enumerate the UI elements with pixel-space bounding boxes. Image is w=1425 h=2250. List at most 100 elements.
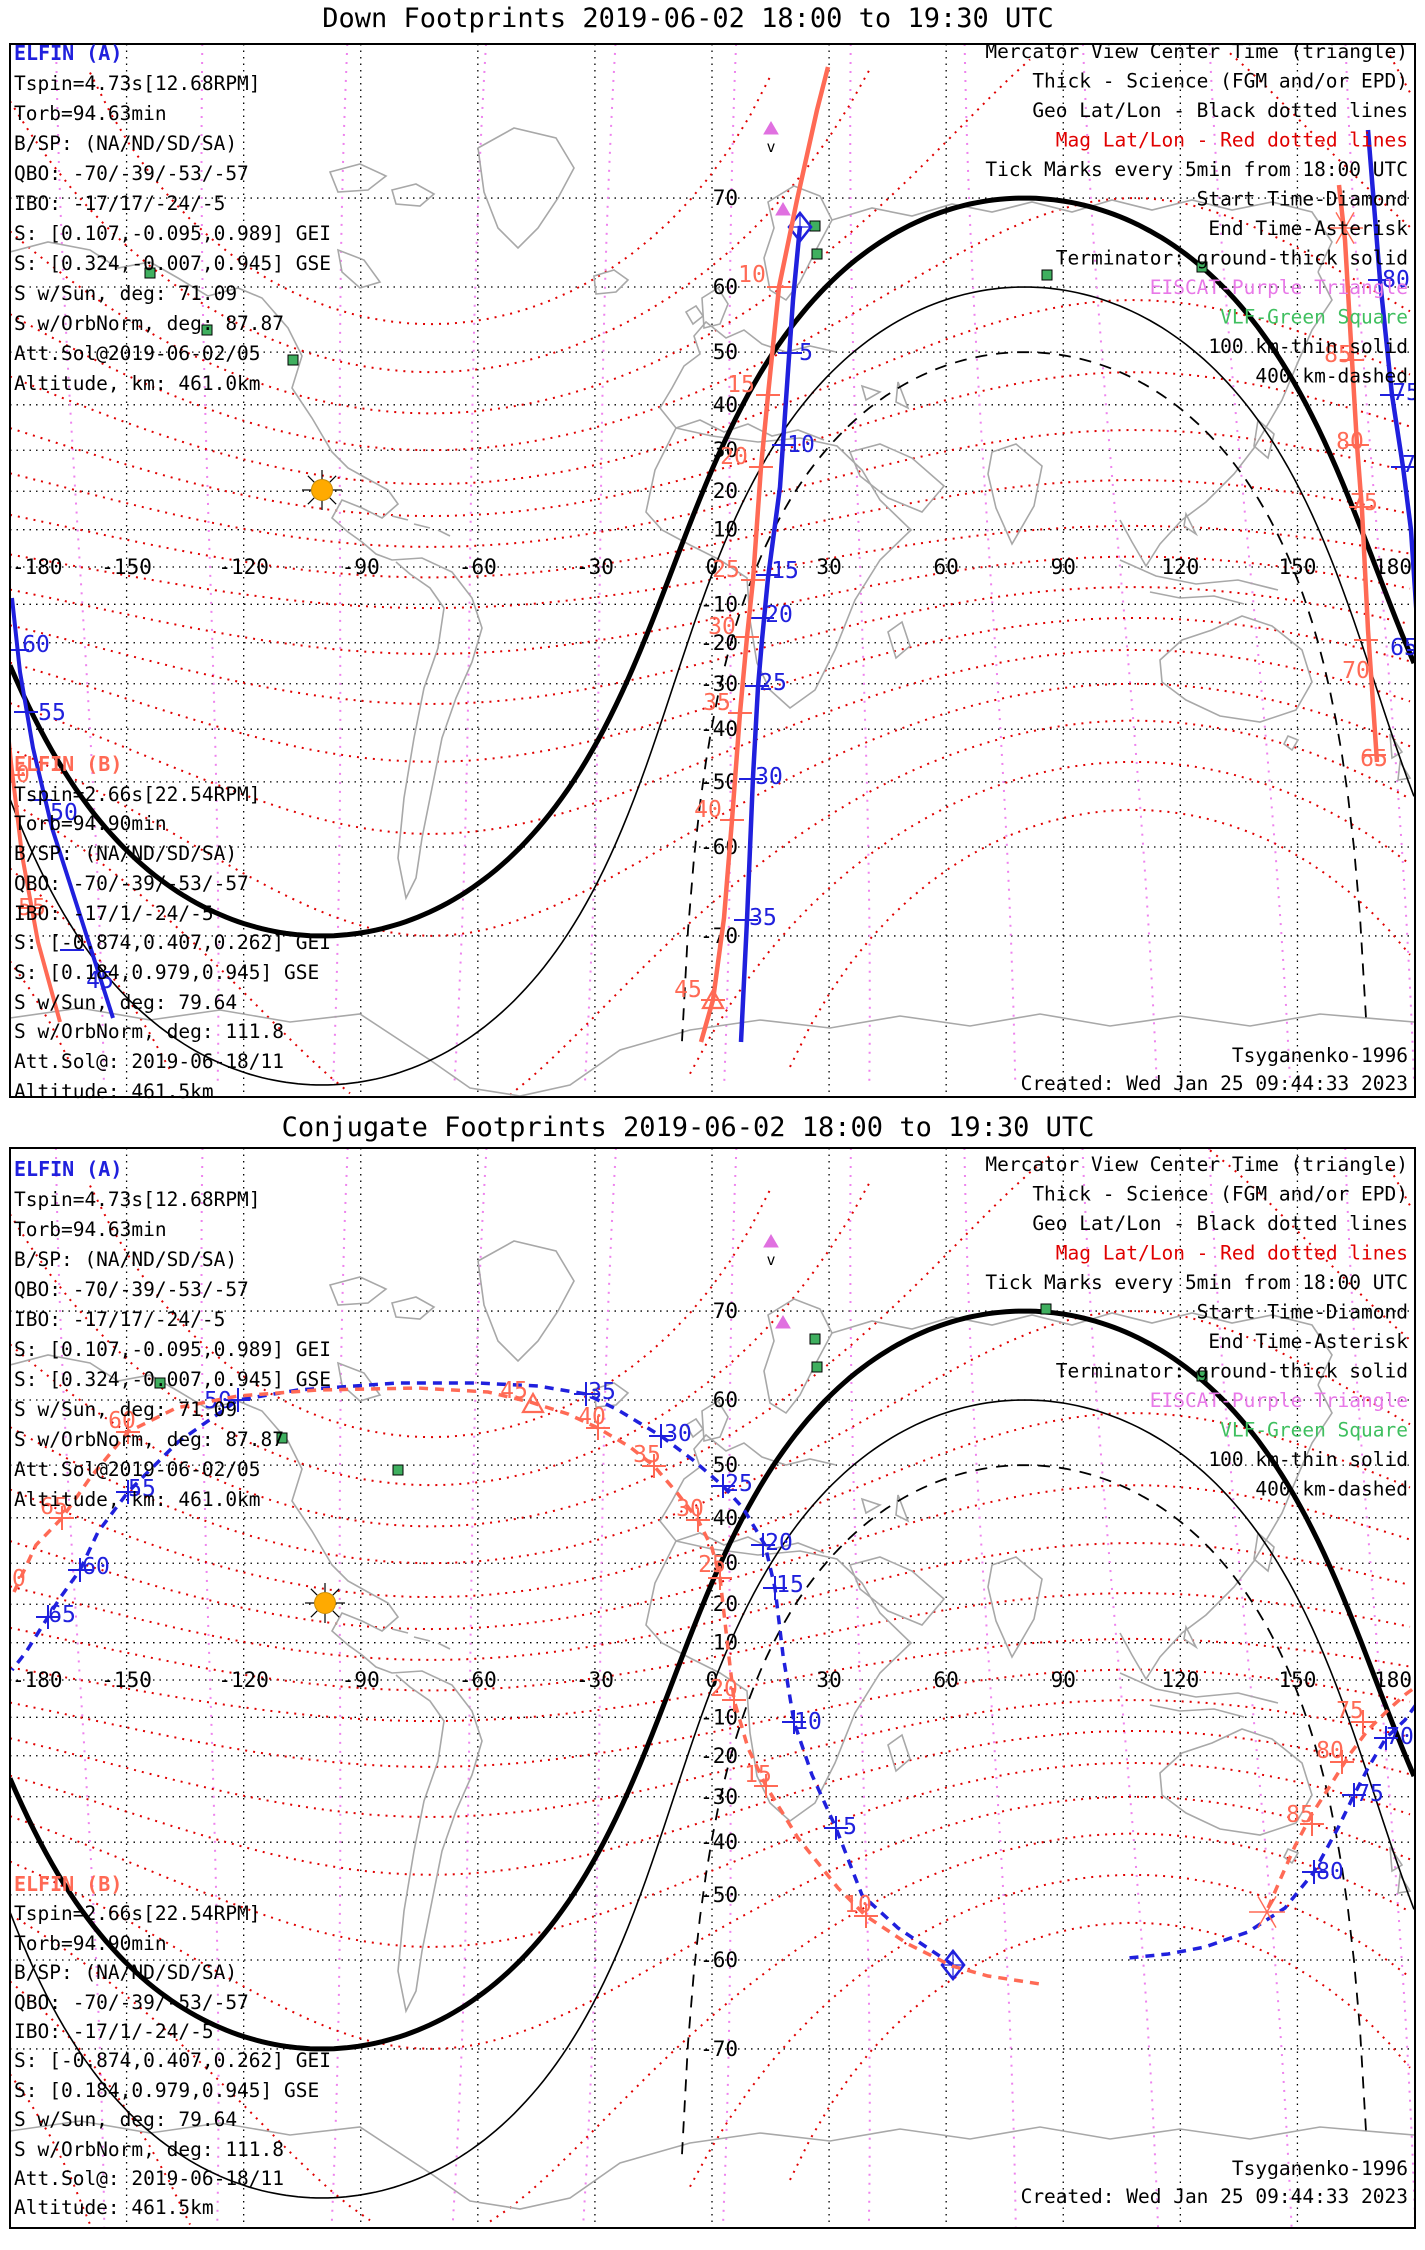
tick-label: 70: [0, 1566, 26, 1592]
tick-label: 45: [500, 1378, 528, 1404]
elfin-a-info-line: IBO: -17/17/-24/-5: [14, 192, 225, 215]
down-panel-title: Down Footprints 2019-06-02 18:00 to 19:3…: [322, 3, 1054, 34]
elfin-a-info-line: S: [0.324,-0.007,0.945] GSE: [14, 1368, 331, 1391]
legend-line: EISCAT-Purple Triangle: [1150, 276, 1408, 299]
lat-label: 20: [713, 479, 738, 503]
elfin-a-info-line: B/SP: (NA/ND/SD/SA): [14, 132, 237, 155]
legend-line: End Time-Asterisk: [1208, 217, 1408, 240]
tick-label: 80: [1336, 429, 1364, 455]
elfin-a-title: ELFIN (A): [14, 41, 122, 65]
lon-label: 0: [706, 555, 719, 579]
tick-label: 65: [1390, 635, 1418, 661]
track-line-elfinA-main: [738, 225, 803, 1043]
lat-label: 50: [713, 340, 738, 364]
elfin-a-info-line: IBO: -17/17/-24/-5: [14, 1308, 225, 1331]
elfin-b-info-line: B/SP: (NA/ND/SD/SA): [14, 1961, 237, 1984]
tick-label: 20: [765, 1530, 793, 1556]
lon-label: 180: [1374, 1668, 1412, 1692]
elfin-b-info-line: B/SP: (NA/ND/SD/SA): [14, 842, 237, 865]
sun-icon: [305, 1583, 345, 1623]
vlf-square-marker: [811, 248, 823, 260]
tick-label: 70: [1342, 658, 1370, 684]
center-time-triangle-marker: [701, 987, 725, 1010]
mag-lon-lines: [54, 1148, 1415, 2228]
lon-label: 0: [706, 1668, 719, 1692]
map-frame: [9, 1147, 1416, 2229]
lat-label: 40: [713, 393, 738, 417]
lon-label: 180: [1374, 555, 1412, 579]
elfin-a-info-line: Tspin=4.73s[12.68RPM]: [14, 72, 261, 95]
elfin-b-info-line: IBO: -17/1/-24/-5: [14, 902, 214, 925]
legend-line: 400 km-dashed: [1255, 365, 1408, 388]
legend-line: Terminator: ground-thick solid: [1056, 1360, 1408, 1383]
elfin-b-info: ELFIN (B) Tspin=2.66s[22.54RPM] Torb=94.90…: [14, 752, 331, 1103]
terminator-400km: [681, 1464, 1367, 2155]
tick-label: 45: [674, 977, 702, 1003]
tick-label: 20: [765, 602, 793, 628]
lon-label: 120: [1161, 1668, 1199, 1692]
lon-label: -30: [576, 555, 614, 579]
elfin-b-info-line: QBO: -70/-39/-53/-57: [14, 872, 249, 895]
tick-label: 25: [725, 1471, 753, 1497]
track-elfinB-right: 85 80 75 70 65: [1324, 184, 1388, 772]
legend-line: Start Time-Diamond: [1197, 188, 1408, 211]
elfin-b-info-line: S: [-0.874,0.407,0.262] GEI: [14, 931, 331, 954]
tick-label: 40: [694, 797, 722, 823]
elfin-b-info-line: QBO: -70/-39/-53/-57: [14, 1991, 249, 2014]
elfin-b-title: ELFIN (B): [14, 1872, 122, 1896]
elfin-a-info-line: S w/OrbNorm, deg: 87.87: [14, 312, 284, 335]
terminator-ground: [10, 195, 1415, 939]
tick-label: 70: [1386, 1724, 1414, 1750]
elfin-a-info-line: Att.Sol@2019-06-02/05: [14, 342, 261, 365]
tick-label: 35: [703, 690, 731, 716]
lat-label: -10: [700, 1705, 738, 1729]
tick-label: 25: [698, 1552, 726, 1578]
track-elfinB-conj-wrap: 75 80 85: [1249, 1685, 1415, 1928]
elfin-a-info-line: Torb=94.63min: [14, 102, 167, 125]
tick-label: 10: [738, 262, 766, 288]
elfin-a-info-line: Altitude, km: 461.0km: [14, 372, 261, 395]
legend-line: 400 km-dashed: [1255, 1478, 1408, 1501]
vlf-square-marker: [1041, 269, 1053, 281]
track-line-elfinB-left: [10, 731, 62, 1023]
elfin-a-info-line: S: [0.324,-0.007,0.945] GSE: [14, 252, 331, 275]
vlf-square-marker: [1196, 1370, 1208, 1382]
lat-label: -70: [700, 2037, 738, 2061]
legend-line: Mercator View Center Time (triangle): [985, 40, 1408, 63]
conjugate-panel-title: Conjugate Footprints 2019-06-02 18:00 to…: [282, 1112, 1095, 1143]
lon-label: -180: [12, 555, 63, 579]
tick-label: 60: [108, 1408, 136, 1434]
tick-label: 25: [712, 557, 740, 583]
created-timestamp: Created: Wed Jan 25 09:44:33 2023: [1021, 2185, 1408, 2208]
tick-label: 65: [40, 1494, 68, 1520]
lon-label: -90: [342, 555, 380, 579]
vlf-square-marker: [201, 324, 213, 336]
tick-label: 15: [727, 372, 755, 398]
model-credit: Tsyganenko-1996: [1232, 2157, 1408, 2180]
tick-label: 70: [1402, 452, 1425, 478]
lat-label: -10: [700, 592, 738, 616]
elfin-a-info: ELFIN (A) Tspin=4.73s[12.68RPM] Torb=94.63…: [14, 41, 331, 395]
elfin-a-info-line: S w/Sun, deg: 71.09: [14, 1398, 237, 1421]
track-elfinA-right: 80 75 70 65: [1365, 129, 1425, 661]
legend-line: Mercator View Center Time (triangle): [985, 1153, 1408, 1176]
elfin-b-title: ELFIN (B): [14, 752, 122, 776]
tick-label: 75: [1356, 1781, 1384, 1807]
terminator-100km: [10, 286, 1415, 1086]
lon-label: -120: [218, 555, 269, 579]
lat-label: -50: [700, 1883, 738, 1907]
tick-label: 5: [799, 340, 813, 366]
map-area: 70605040302010-10-20-30-40-50-60-70-180-…: [0, 1148, 1415, 2228]
lat-label: -30: [700, 1785, 738, 1809]
elfin-b-info-line: S: [0.184,0.979,0.945] GSE: [14, 961, 319, 984]
map-area: 70605040302010-10-20-30-40-50-60-70-180-…: [10, 44, 1425, 1097]
elfin-b-info-line: S w/OrbNorm, deg: 111.8: [14, 1020, 284, 1043]
legend: Mercator View Center Time (triangle) Thic…: [985, 40, 1408, 388]
lon-label: -150: [101, 555, 152, 579]
vlf-square-marker: [154, 1377, 166, 1389]
legend: Mercator View Center Time (triangle) Thic…: [985, 1153, 1408, 1501]
chevron-mark: v: [766, 1251, 775, 1269]
tick-label: 45: [86, 968, 114, 994]
tick-label: 60: [22, 632, 50, 658]
